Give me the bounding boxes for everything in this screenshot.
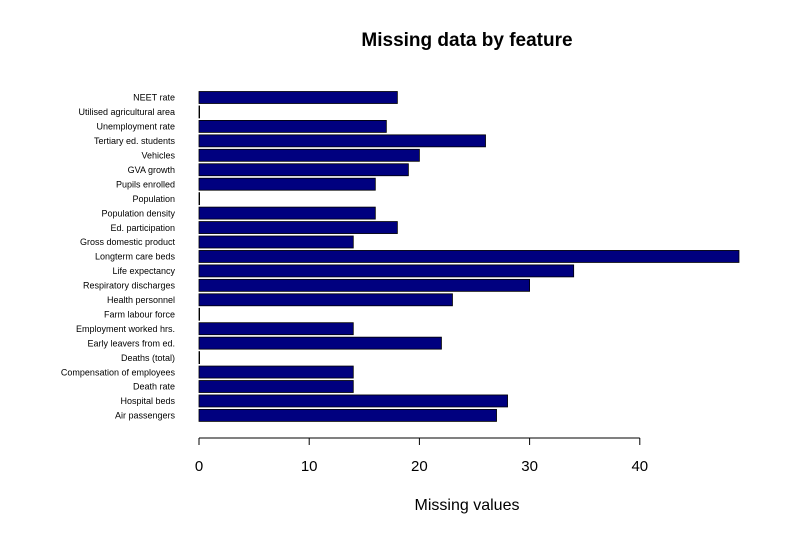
bar-neet-rate — [198, 91, 398, 104]
x-tick-label: 10 — [301, 458, 318, 475]
category-label: Longterm care beds — [95, 252, 176, 262]
bar-gross-domestic-product — [198, 235, 354, 249]
bar-pupils-enrolled — [198, 177, 376, 191]
x-axis-ticks: 0 10 20 30 40 — [195, 438, 648, 475]
category-label: Air passengers — [115, 411, 176, 421]
bar-longterm-care-beds — [198, 250, 740, 263]
bar-health-personnel — [198, 293, 453, 307]
bar-unemployment-rate — [198, 120, 387, 133]
category-label: Vehicles — [141, 151, 175, 161]
category-label: Early leavers from ed. — [87, 338, 175, 348]
x-tick-label: 20 — [411, 458, 428, 475]
category-label: Deaths (total) — [121, 353, 175, 363]
chart-title: Missing data by feature — [361, 30, 572, 51]
category-label: GVA growth — [128, 165, 175, 175]
category-labels: NEET rate Utilised agricultural area Unemp… — [61, 93, 176, 421]
category-label: Death rate — [133, 382, 175, 392]
x-tick-label: 40 — [631, 458, 648, 475]
category-label: Pupils enrolled — [116, 179, 175, 189]
bar-farm-labour-force — [198, 307, 201, 321]
category-label: Unemployment rate — [96, 122, 175, 132]
bar-ed-participation — [198, 221, 398, 234]
bar-death-rate — [198, 380, 354, 393]
x-tick-label: 30 — [521, 458, 538, 475]
bars-group — [198, 91, 740, 422]
category-label: Farm labour force — [104, 309, 175, 319]
category-label: Ed. participation — [110, 223, 175, 233]
bar-population-density — [198, 206, 376, 220]
category-label: Employment worked hrs. — [76, 324, 175, 334]
category-label: Tertiary ed. students — [94, 136, 176, 146]
category-label: Utilised agricultural area — [78, 107, 175, 117]
category-label: Population density — [101, 208, 175, 218]
bar-population — [198, 192, 201, 206]
bar-early-leavers-from-ed — [198, 336, 442, 350]
bar-air-passengers — [198, 408, 497, 422]
bar-vehicles — [198, 148, 420, 162]
category-label: Life expectancy — [112, 266, 175, 276]
category-label: Respiratory discharges — [83, 281, 176, 291]
x-tick-label: 0 — [195, 458, 203, 475]
category-label: Population — [132, 194, 175, 204]
bar-gva-growth — [198, 163, 409, 177]
category-label: Compensation of employees — [61, 367, 176, 377]
bar-life-expectancy — [198, 264, 575, 278]
bar-respiratory-discharges — [198, 278, 531, 292]
bar-employment-worked-hrs — [198, 322, 354, 336]
category-label: Gross domestic product — [80, 237, 176, 247]
category-label: Health personnel — [107, 295, 175, 305]
bar-tertiary-ed-students — [198, 134, 486, 148]
category-label: Hospital beds — [120, 396, 175, 406]
bar-utilised-agricultural-area — [198, 105, 201, 119]
bar-deaths-total — [198, 351, 201, 365]
bar-compensation-of-employees — [198, 365, 354, 379]
x-axis-title: Missing values — [415, 497, 520, 514]
bar-hospital-beds — [198, 394, 508, 408]
category-label: NEET rate — [133, 93, 175, 103]
